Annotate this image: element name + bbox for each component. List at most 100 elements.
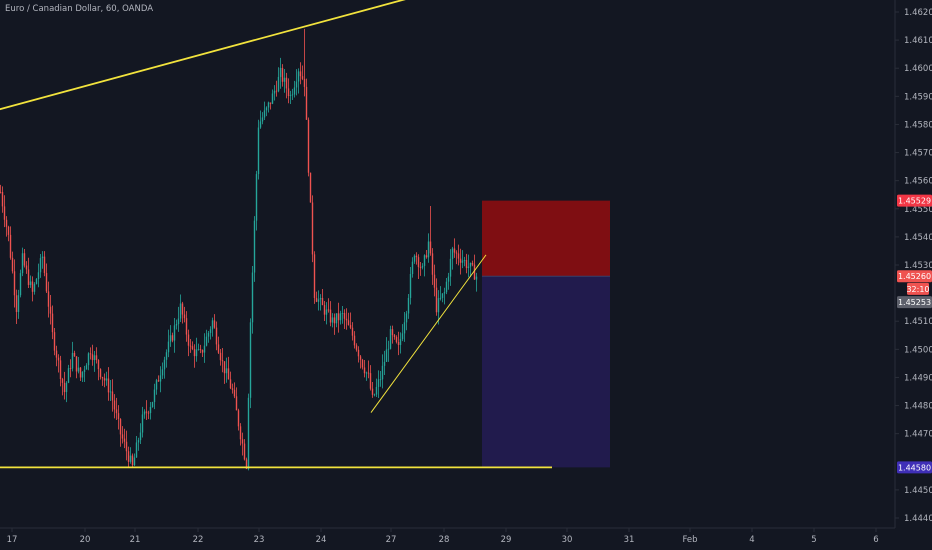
candle	[149, 407, 152, 414]
candle	[231, 388, 234, 390]
candle	[0, 191, 2, 193]
candle	[459, 258, 462, 263]
candle	[157, 380, 160, 382]
candle	[455, 252, 458, 254]
candle	[243, 443, 246, 460]
trendline[interactable]	[0, 0, 410, 113]
candle	[415, 255, 418, 258]
candle	[175, 324, 178, 326]
trendline[interactable]	[370, 254, 487, 413]
candle	[401, 333, 404, 340]
price-tick-label: 1.45700	[904, 149, 932, 159]
candle	[33, 283, 36, 292]
time-tick-label: 24	[316, 535, 327, 545]
candle	[345, 318, 348, 321]
candle	[59, 360, 62, 379]
candle	[395, 337, 398, 343]
candle	[237, 410, 240, 427]
time-tick-label: 27	[386, 535, 397, 545]
candle	[311, 202, 314, 255]
candle	[263, 110, 266, 118]
time-tick-label: 4	[749, 535, 754, 545]
candle	[261, 117, 264, 122]
candle	[405, 313, 408, 323]
candle	[139, 432, 142, 441]
candle	[165, 352, 168, 360]
candle	[101, 377, 104, 379]
candle	[91, 354, 94, 361]
candle	[431, 253, 434, 275]
candle	[303, 78, 306, 87]
candle	[359, 356, 362, 360]
candle	[379, 379, 382, 381]
candle	[325, 309, 328, 315]
candle	[457, 253, 460, 259]
candle	[353, 335, 356, 346]
symbol-title: Euro / Canadian Dollar, 60, OANDA	[5, 4, 154, 14]
candle	[313, 254, 316, 298]
candle	[449, 258, 452, 277]
candle	[183, 314, 186, 319]
candle	[281, 67, 284, 82]
candle	[89, 353, 92, 355]
price-tag-label: 1.45260	[898, 272, 931, 281]
stop-loss-zone[interactable]	[482, 200, 610, 277]
candle	[367, 372, 370, 374]
candle	[49, 306, 52, 314]
candle	[439, 297, 442, 299]
candle	[223, 361, 226, 374]
candle	[373, 394, 376, 396]
candle	[391, 329, 394, 336]
candle	[321, 297, 324, 306]
candle	[285, 77, 288, 89]
price-tick-label: 1.45600	[904, 177, 932, 187]
candle	[193, 349, 196, 357]
candle	[471, 262, 474, 265]
candle	[127, 451, 130, 462]
candle	[287, 88, 290, 97]
candle	[251, 272, 254, 323]
candle	[423, 255, 426, 266]
price-tick-label: 1.45800	[904, 120, 932, 130]
time-tick-label: 29	[501, 535, 512, 545]
candle	[185, 318, 188, 335]
time-tick-label: 23	[254, 535, 265, 545]
price-tick-label: 1.46000	[904, 64, 932, 74]
candle	[35, 279, 38, 284]
candle	[51, 313, 54, 333]
candle	[433, 274, 436, 288]
candle	[29, 281, 32, 285]
candle	[289, 95, 292, 97]
candle	[365, 372, 368, 374]
candle	[1, 192, 4, 207]
candle	[265, 107, 268, 111]
candle	[93, 355, 96, 361]
candle	[179, 303, 182, 319]
candle	[409, 273, 412, 298]
candle	[61, 378, 64, 383]
candle	[421, 265, 424, 268]
candle	[475, 276, 478, 280]
price-tick-label: 1.45900	[904, 92, 932, 102]
candle	[347, 320, 350, 326]
candle	[45, 272, 48, 292]
candle	[333, 317, 336, 324]
candle	[169, 335, 172, 342]
candle	[239, 426, 242, 440]
candle	[437, 298, 440, 313]
candle	[109, 391, 112, 393]
candle	[119, 419, 122, 435]
price-tag-target	[897, 461, 932, 474]
candle	[389, 329, 392, 349]
candle	[315, 297, 318, 302]
candle	[317, 299, 320, 302]
candle	[355, 345, 358, 350]
candle	[453, 248, 456, 253]
candle	[199, 349, 202, 351]
candle	[57, 357, 60, 361]
take-profit-zone[interactable]	[482, 276, 610, 468]
candle	[225, 368, 228, 374]
candle	[307, 119, 310, 173]
